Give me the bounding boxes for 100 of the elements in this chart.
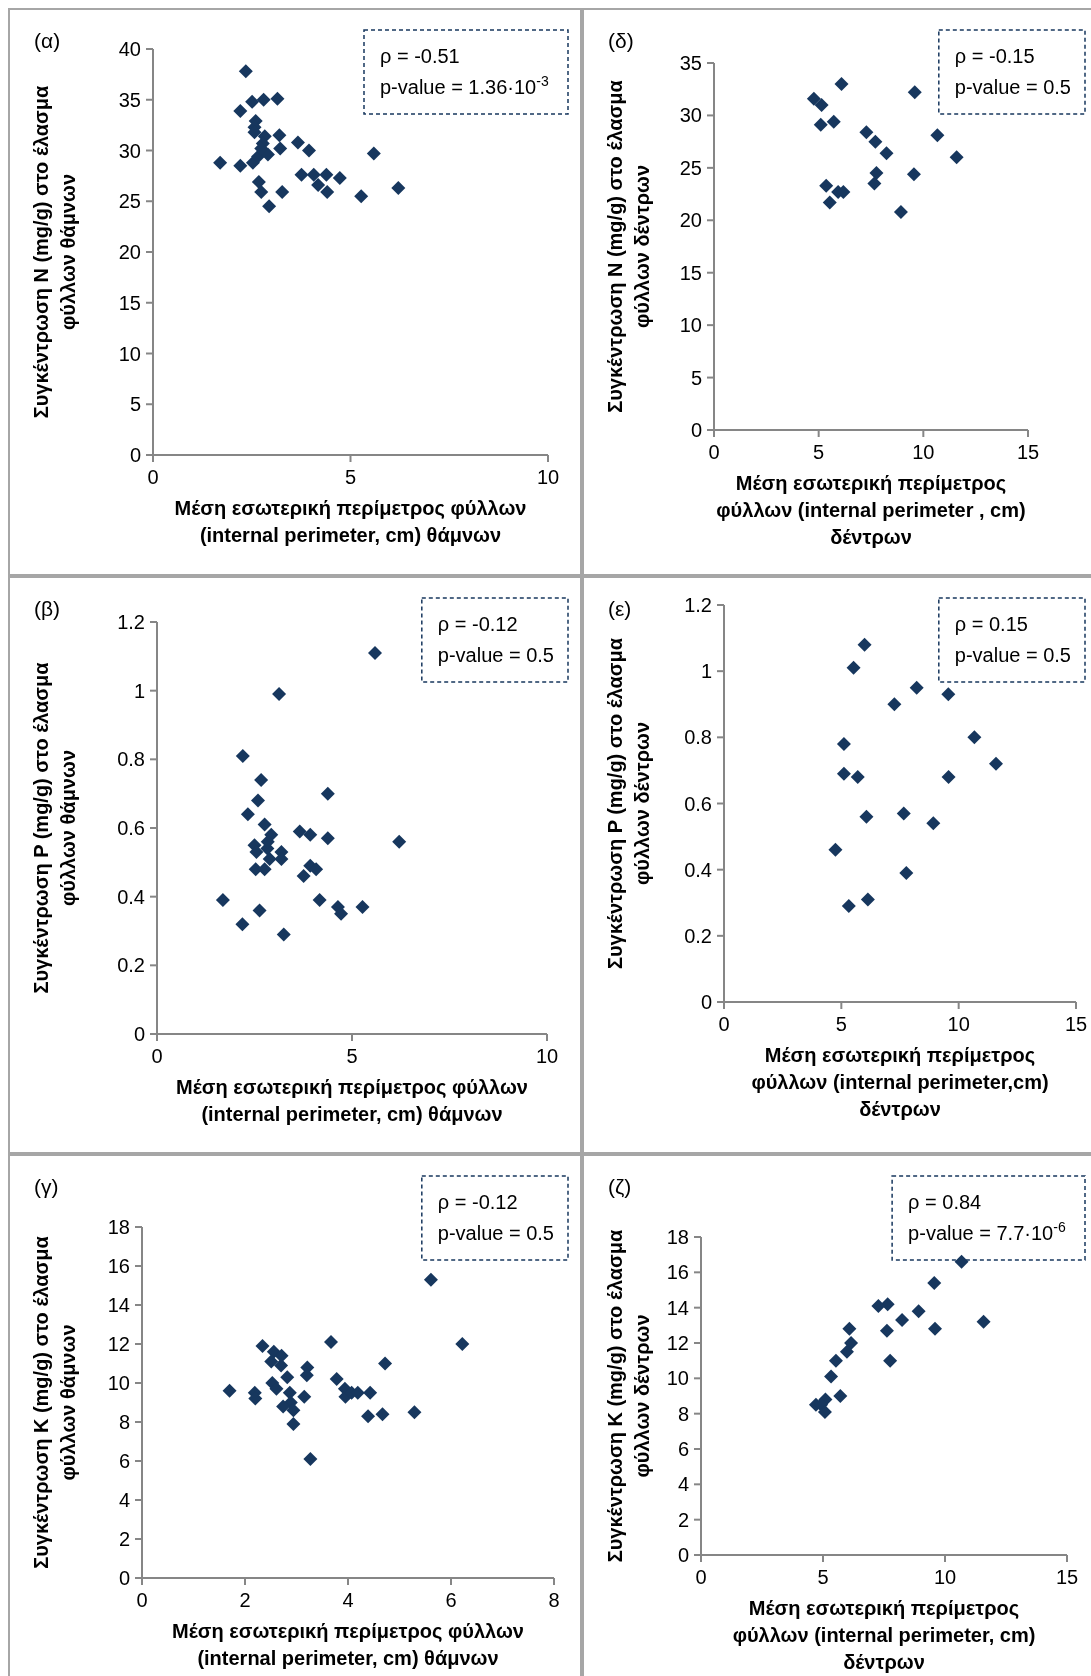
annotation: p-value = 0.5 (954, 644, 1072, 666)
x-tick-label: 10 (933, 1566, 957, 1588)
y-tick-label: 15 (679, 261, 702, 284)
point (822, 195, 837, 210)
x-axis-title: Μέση εσωτερική περίμετρος φύλλων (internal perimeter, cm) θάμνων (174, 497, 527, 546)
point (303, 1452, 318, 1467)
y-tick-label: 14 (107, 1294, 130, 1316)
point (286, 1416, 301, 1431)
point (871, 1298, 886, 1313)
point (269, 1381, 284, 1396)
point (857, 637, 872, 652)
point (274, 1358, 289, 1373)
x-tick-label: 5 (813, 441, 825, 463)
point (860, 892, 875, 907)
y-tick-label: 16 (107, 1255, 130, 1277)
point (215, 893, 230, 908)
point (899, 865, 914, 880)
y-tick-label: 10 (666, 1367, 689, 1390)
y-tick-label: 18 (107, 1216, 130, 1238)
point (976, 1314, 991, 1329)
point (306, 167, 321, 182)
point (392, 834, 407, 849)
point (363, 1385, 378, 1400)
point (275, 185, 290, 200)
annotation: p-value = 7.7·10$^{-6}$ (908, 1219, 1066, 1244)
y-tick-label: 8 (118, 1411, 130, 1433)
point (906, 167, 921, 182)
point (361, 1409, 376, 1424)
annotation: p-value = 0.5 (437, 1222, 555, 1244)
point (846, 660, 861, 675)
point (375, 1407, 390, 1422)
y-tick-label: 0.8 (684, 726, 712, 749)
point (260, 147, 275, 162)
point (257, 817, 272, 832)
x-tick-label: 10 (912, 441, 935, 463)
point (302, 143, 317, 158)
point (312, 893, 327, 908)
y-tick-label: 15 (118, 291, 141, 314)
point (926, 816, 941, 831)
y-tick-label: 0.6 (117, 817, 145, 839)
point (949, 150, 964, 165)
point (254, 185, 269, 200)
y-tick-label: 0 (677, 1544, 689, 1566)
y-tick-label: 0.8 (117, 748, 145, 771)
point (297, 1389, 312, 1404)
point (895, 1313, 910, 1328)
chart-title: (δ) (608, 29, 634, 52)
point (233, 158, 248, 173)
y-tick-label: 10 (118, 342, 141, 365)
chart-title: (α) (34, 29, 61, 52)
point (273, 141, 288, 156)
point (826, 114, 841, 129)
point (280, 1370, 295, 1385)
y-tick-label: 0.4 (117, 885, 145, 908)
point (819, 178, 834, 193)
x-tick-label: 5 (344, 466, 357, 488)
point (329, 1372, 344, 1387)
point (222, 1383, 237, 1398)
point (251, 174, 266, 189)
y-tick-label: 5 (690, 366, 702, 389)
point (834, 76, 849, 91)
y-axis-title: Συγκέντρωση K (mg/g) στο έλασμα φύλλων θάμνων (30, 1235, 79, 1569)
point (233, 103, 248, 118)
x-tick-label: 15 (1016, 441, 1040, 463)
x-tick-label: 8 (548, 1589, 560, 1611)
point (240, 807, 255, 822)
point (249, 845, 264, 860)
y-axis-title: Συγκέντρωση P (mg/g) στο έλασμα φύλλων θάμνων (30, 661, 79, 994)
y-tick-label: 0.6 (684, 792, 712, 815)
point (286, 1403, 301, 1418)
point (378, 1356, 393, 1371)
point (927, 1275, 942, 1290)
x-axis-title: Μέση εσωτερική περίμετρος φύλλων (internal perimeter , cm) δέντρων (716, 472, 1026, 548)
y-tick-label: 0.4 (684, 858, 712, 881)
y-tick-label: 0.2 (117, 954, 145, 977)
y-tick-label: 30 (679, 104, 702, 127)
point (817, 1404, 832, 1419)
point (235, 748, 250, 763)
y-tick-label: 18 (666, 1226, 689, 1248)
x-tick-label: 2 (239, 1589, 251, 1611)
point (893, 204, 908, 219)
chart-title: (γ) (34, 1175, 59, 1198)
annotation: ρ = 0.15 (954, 613, 1028, 635)
y-tick-label: 12 (107, 1333, 130, 1355)
point (859, 125, 874, 140)
point (850, 770, 865, 785)
point (262, 199, 277, 214)
point (272, 687, 287, 702)
point (276, 927, 291, 942)
point (423, 1272, 438, 1287)
y-tick-label: 1 (700, 660, 712, 683)
point (368, 645, 383, 660)
x-tick-label: 15 (1055, 1566, 1079, 1588)
annotation: p-value = 1.36·10$^{-3}$ (380, 73, 549, 98)
y-axis-title: Συγκέντρωση P (mg/g) στο έλασμα φύλλων δέντρων (604, 637, 653, 970)
y-tick-label: 1 (133, 679, 145, 702)
point (290, 135, 305, 150)
point (334, 906, 349, 921)
point (320, 185, 335, 200)
y-tick-label: 30 (118, 139, 141, 162)
